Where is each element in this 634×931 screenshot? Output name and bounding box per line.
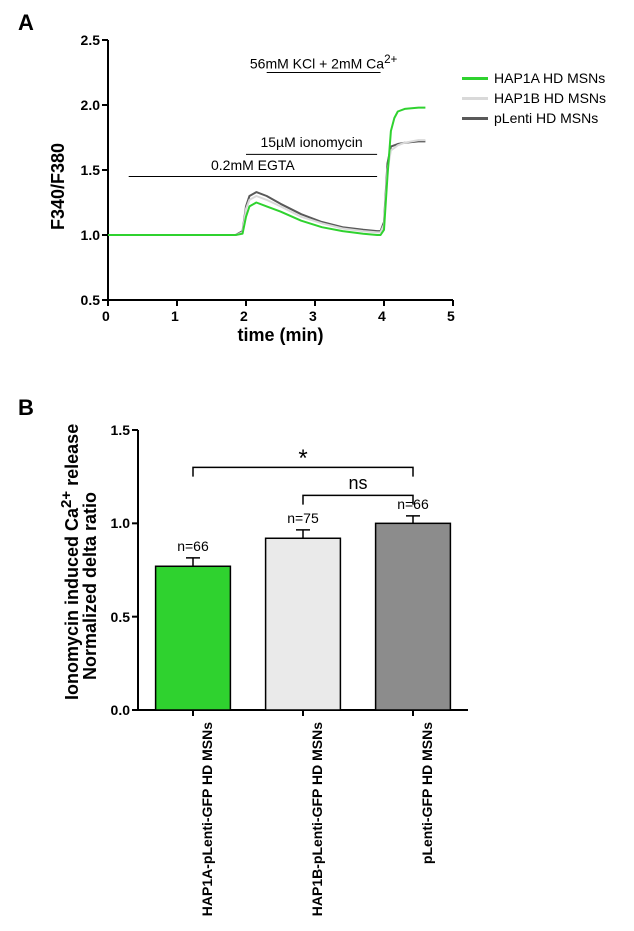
x-tick-label: 5: [447, 308, 455, 324]
legend-item: HAP1B HD MSNs: [462, 90, 606, 106]
y-tick-label: 2.5: [70, 32, 100, 48]
annotation-label: 56mM KCl + 2mM Ca2+: [244, 53, 404, 72]
panel-a-label: A: [18, 10, 34, 36]
x-tick-label: 1: [171, 308, 179, 324]
legend-swatch: [462, 117, 488, 120]
legend-label: pLenti HD MSNs: [494, 110, 598, 126]
y-label-text-1: Ionomycin induced Ca: [62, 508, 82, 700]
panel-a-y-axis-label: F340/F380: [48, 143, 69, 230]
annotation-label: 15µM ionomycin: [232, 134, 392, 150]
panel-b-label: B: [18, 395, 34, 421]
legend-item: pLenti HD MSNs: [462, 110, 606, 126]
x-tick-label: 2: [240, 308, 248, 324]
x-tick-label: 4: [378, 308, 386, 324]
y-tick-label: 1.5: [70, 162, 100, 178]
n-label: n=66: [388, 496, 438, 512]
y-tick-label: 2.0: [70, 97, 100, 113]
y-label-sup: 2+: [58, 491, 75, 508]
bar-x-label: HAP1B-pLenti-GFP HD MSNs: [309, 722, 325, 922]
legend-label: HAP1A HD MSNs: [494, 70, 605, 86]
y-tick-label: 0.5: [100, 609, 130, 625]
legend-swatch: [462, 77, 488, 80]
n-label: n=75: [278, 510, 328, 526]
legend-a: HAP1A HD MSNs HAP1B HD MSNs pLenti HD MSNs: [462, 70, 606, 130]
x-tick-label: 0: [102, 308, 110, 324]
bar-x-label: HAP1A-pLenti-GFP HD MSNs: [199, 722, 215, 922]
panel-b-y-axis-label-line2: Normalized delta ratio: [80, 492, 101, 680]
significance-label: ns: [338, 473, 378, 494]
y-tick-label: 1.0: [100, 515, 130, 531]
n-label: n=66: [168, 538, 218, 554]
legend-item: HAP1A HD MSNs: [462, 70, 606, 86]
annotation-label: 0.2mM EGTA: [173, 157, 333, 173]
significance-label: *: [283, 445, 323, 473]
panel-a-x-axis-label: time (min): [108, 325, 453, 346]
y-label-text-1b: release: [62, 424, 82, 491]
y-tick-label: 0.5: [70, 292, 100, 308]
legend-swatch: [462, 97, 488, 100]
legend-label: HAP1B HD MSNs: [494, 90, 606, 106]
y-tick-label: 0.0: [100, 702, 130, 718]
y-tick-label: 1.0: [70, 227, 100, 243]
bar-x-label: pLenti-GFP HD MSNs: [419, 722, 435, 922]
x-tick-label: 3: [309, 308, 317, 324]
y-tick-label: 1.5: [100, 422, 130, 438]
